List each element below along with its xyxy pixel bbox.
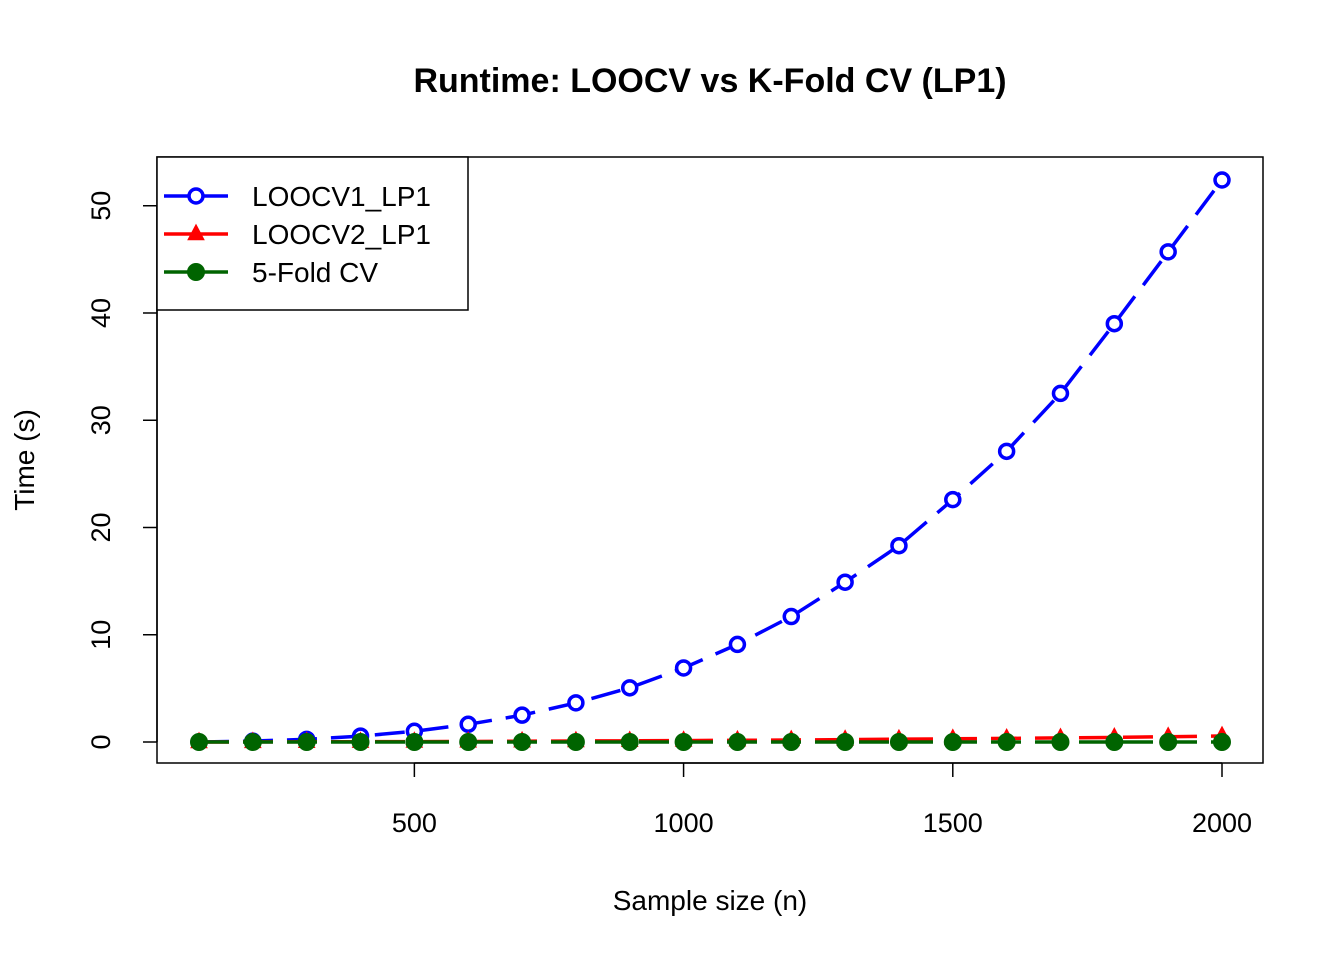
data-point [459,715,477,734]
axes: 500 1000 1500 2000 0 10 20 30 40 50 [86,191,1252,838]
legend-label: 5-Fold CV [252,257,378,288]
series-layer [190,171,1231,751]
data-point [1159,243,1177,261]
data-point [1213,733,1231,751]
data-point [1213,171,1231,189]
x-tick-label: 500 [392,808,437,838]
y-tick-label: 20 [86,512,116,542]
y-tick-label: 40 [86,298,116,328]
data-point [1105,314,1124,333]
data-point [1051,733,1070,751]
legend-marker [187,187,205,205]
series-line [198,178,1224,744]
data-point [567,694,585,712]
data-point [944,490,962,509]
data-point [836,733,855,751]
data-point [243,733,262,751]
legend-label: LOOCV1_LP1 [252,181,431,212]
data-point [513,706,531,724]
data-point [674,733,693,751]
legend: LOOCV1_LP1 LOOCV2_LP1 5-Fold CV [156,156,469,311]
data-point [728,635,747,654]
data-point [997,733,1016,751]
x-axis-label: Sample size (n) [613,885,808,916]
data-point [943,733,962,751]
data-point [566,733,585,751]
legend-marker [187,223,205,241]
chart-title: Runtime: LOOCV vs K-Fold CV (LP1) [413,62,1006,100]
data-point [459,733,478,751]
data-point [405,733,424,751]
data-point [890,536,908,555]
y-tick-label: 30 [86,405,116,435]
y-tick-label: 50 [86,191,116,221]
data-point [1105,733,1124,751]
data-point [190,733,208,751]
data-point [620,679,639,697]
y-tick-label: 10 [86,620,116,650]
data-point [513,733,532,751]
data-point [620,733,639,751]
data-point [782,607,801,626]
legend-marker [187,263,205,281]
data-point [1051,384,1070,403]
x-tick-label: 2000 [1192,808,1252,838]
y-tick-label: 0 [86,734,116,749]
y-axis-label: Time (s) [9,409,40,511]
data-point [782,733,801,751]
data-point [674,659,693,677]
x-tick-label: 1000 [654,808,714,838]
data-point [1159,733,1178,751]
data-point [728,733,747,751]
data-point [351,733,370,751]
series-2 [190,733,1231,751]
data-point [297,733,316,751]
data-point [836,573,854,591]
data-point [889,733,908,751]
legend-label: LOOCV2_LP1 [252,219,431,250]
data-point [997,442,1016,461]
x-tick-label: 1500 [923,808,983,838]
